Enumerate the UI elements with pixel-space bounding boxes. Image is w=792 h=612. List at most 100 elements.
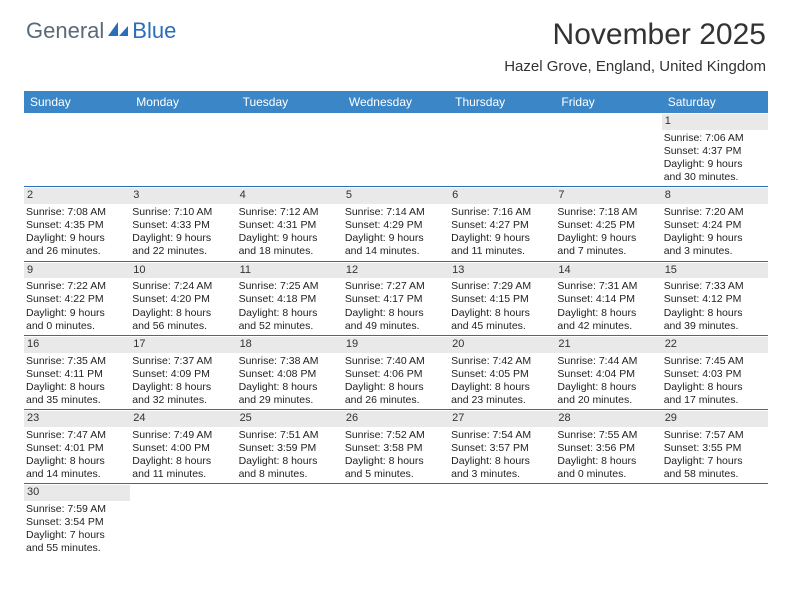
sunset-text: Sunset: 4:17 PM: [345, 293, 447, 306]
day-number: 6: [449, 187, 555, 204]
sunset-text: Sunset: 4:33 PM: [132, 219, 234, 232]
week-row: 1Sunrise: 7:06 AMSunset: 4:37 PMDaylight…: [24, 113, 768, 187]
sunrise-text: Sunrise: 7:42 AM: [451, 355, 553, 368]
calendar: SundayMondayTuesdayWednesdayThursdayFrid…: [24, 91, 768, 558]
logo-sail-icon: [106, 20, 130, 38]
sunrise-text: Sunrise: 7:27 AM: [345, 280, 447, 293]
weeks-container: 1Sunrise: 7:06 AMSunset: 4:37 PMDaylight…: [24, 113, 768, 558]
day-cell-empty: [662, 484, 768, 557]
daylight-text: and 26 minutes.: [26, 245, 128, 258]
day-cell: 20Sunrise: 7:42 AMSunset: 4:05 PMDayligh…: [449, 336, 555, 409]
week-row: 2Sunrise: 7:08 AMSunset: 4:35 PMDaylight…: [24, 187, 768, 261]
sunrise-text: Sunrise: 7:22 AM: [26, 280, 128, 293]
daylight-text: and 39 minutes.: [664, 320, 766, 333]
week-row: 16Sunrise: 7:35 AMSunset: 4:11 PMDayligh…: [24, 336, 768, 410]
logo: General Blue: [26, 18, 176, 44]
daylight-text: and 0 minutes.: [26, 320, 128, 333]
daylight-text: Daylight: 9 hours: [664, 158, 766, 171]
daylight-text: Daylight: 7 hours: [26, 529, 128, 542]
daylight-text: and 0 minutes.: [557, 468, 659, 481]
week-row: 9Sunrise: 7:22 AMSunset: 4:22 PMDaylight…: [24, 262, 768, 336]
daylight-text: and 3 minutes.: [664, 245, 766, 258]
daylight-text: Daylight: 8 hours: [132, 307, 234, 320]
daylight-text: and 3 minutes.: [451, 468, 553, 481]
daylight-text: Daylight: 8 hours: [451, 307, 553, 320]
day-cell: 12Sunrise: 7:27 AMSunset: 4:17 PMDayligh…: [343, 262, 449, 335]
daylight-text: and 55 minutes.: [26, 542, 128, 555]
day-cell: 2Sunrise: 7:08 AMSunset: 4:35 PMDaylight…: [24, 187, 130, 260]
sunset-text: Sunset: 4:12 PM: [664, 293, 766, 306]
daylight-text: Daylight: 8 hours: [451, 381, 553, 394]
daylight-text: Daylight: 9 hours: [132, 232, 234, 245]
day-number: 19: [343, 336, 449, 353]
daylight-text: and 56 minutes.: [132, 320, 234, 333]
daylight-text: Daylight: 8 hours: [345, 381, 447, 394]
day-number: 29: [662, 410, 768, 427]
daylight-text: and 7 minutes.: [557, 245, 659, 258]
day-cell-empty: [449, 113, 555, 186]
daylight-text: Daylight: 8 hours: [557, 307, 659, 320]
sunset-text: Sunset: 4:03 PM: [664, 368, 766, 381]
sunrise-text: Sunrise: 7:08 AM: [26, 206, 128, 219]
day-cell: 10Sunrise: 7:24 AMSunset: 4:20 PMDayligh…: [130, 262, 236, 335]
day-header-sunday: Sunday: [24, 91, 130, 113]
sunset-text: Sunset: 3:54 PM: [26, 516, 128, 529]
sunset-text: Sunset: 4:00 PM: [132, 442, 234, 455]
daylight-text: Daylight: 8 hours: [345, 455, 447, 468]
daylight-text: and 58 minutes.: [664, 468, 766, 481]
day-number: 24: [130, 410, 236, 427]
day-cell: 4Sunrise: 7:12 AMSunset: 4:31 PMDaylight…: [237, 187, 343, 260]
day-cell: 26Sunrise: 7:52 AMSunset: 3:58 PMDayligh…: [343, 410, 449, 483]
sunset-text: Sunset: 4:14 PM: [557, 293, 659, 306]
daylight-text: Daylight: 8 hours: [239, 381, 341, 394]
day-cell-empty: [237, 113, 343, 186]
daylight-text: and 17 minutes.: [664, 394, 766, 407]
day-cell: 30Sunrise: 7:59 AMSunset: 3:54 PMDayligh…: [24, 484, 130, 557]
daylight-text: Daylight: 9 hours: [26, 232, 128, 245]
day-number: 18: [237, 336, 343, 353]
day-cell: 17Sunrise: 7:37 AMSunset: 4:09 PMDayligh…: [130, 336, 236, 409]
day-cell: 7Sunrise: 7:18 AMSunset: 4:25 PMDaylight…: [555, 187, 661, 260]
day-number: 7: [555, 187, 661, 204]
day-number: 21: [555, 336, 661, 353]
daylight-text: Daylight: 8 hours: [132, 381, 234, 394]
day-number: 23: [24, 410, 130, 427]
daylight-text: Daylight: 8 hours: [26, 455, 128, 468]
page-header: General Blue November 2025 Hazel Grove, …: [0, 0, 792, 85]
logo-text-blue: Blue: [132, 18, 176, 44]
sunset-text: Sunset: 4:24 PM: [664, 219, 766, 232]
sunrise-text: Sunrise: 7:38 AM: [239, 355, 341, 368]
sunrise-text: Sunrise: 7:16 AM: [451, 206, 553, 219]
sunrise-text: Sunrise: 7:35 AM: [26, 355, 128, 368]
day-cell-empty: [343, 113, 449, 186]
sunrise-text: Sunrise: 7:49 AM: [132, 429, 234, 442]
daylight-text: and 22 minutes.: [132, 245, 234, 258]
day-cell: 1Sunrise: 7:06 AMSunset: 4:37 PMDaylight…: [662, 113, 768, 186]
daylight-text: and 14 minutes.: [26, 468, 128, 481]
sunrise-text: Sunrise: 7:57 AM: [664, 429, 766, 442]
sunset-text: Sunset: 4:15 PM: [451, 293, 553, 306]
daylight-text: and 5 minutes.: [345, 468, 447, 481]
sunset-text: Sunset: 3:55 PM: [664, 442, 766, 455]
daylight-text: and 11 minutes.: [451, 245, 553, 258]
sunrise-text: Sunrise: 7:55 AM: [557, 429, 659, 442]
day-cell-empty: [555, 484, 661, 557]
sunset-text: Sunset: 4:08 PM: [239, 368, 341, 381]
day-header-row: SundayMondayTuesdayWednesdayThursdayFrid…: [24, 91, 768, 113]
sunrise-text: Sunrise: 7:45 AM: [664, 355, 766, 368]
day-number: 17: [130, 336, 236, 353]
sunrise-text: Sunrise: 7:06 AM: [664, 132, 766, 145]
daylight-text: Daylight: 8 hours: [664, 381, 766, 394]
week-row: 30Sunrise: 7:59 AMSunset: 3:54 PMDayligh…: [24, 484, 768, 557]
daylight-text: Daylight: 8 hours: [26, 381, 128, 394]
day-cell-empty: [130, 113, 236, 186]
daylight-text: and 35 minutes.: [26, 394, 128, 407]
day-cell: 18 Sunrise: 7:38 AMSunset: 4:08 PMDayligh…: [237, 336, 343, 409]
day-cell: 27Sunrise: 7:54 AMSunset: 3:57 PMDayligh…: [449, 410, 555, 483]
day-cell: 23Sunrise: 7:47 AMSunset: 4:01 PMDayligh…: [24, 410, 130, 483]
day-cell: 25Sunrise: 7:51 AMSunset: 3:59 PMDayligh…: [237, 410, 343, 483]
sunset-text: Sunset: 4:25 PM: [557, 219, 659, 232]
day-number: 30: [24, 484, 130, 501]
sunset-text: Sunset: 4:01 PM: [26, 442, 128, 455]
day-cell: 13Sunrise: 7:29 AMSunset: 4:15 PMDayligh…: [449, 262, 555, 335]
